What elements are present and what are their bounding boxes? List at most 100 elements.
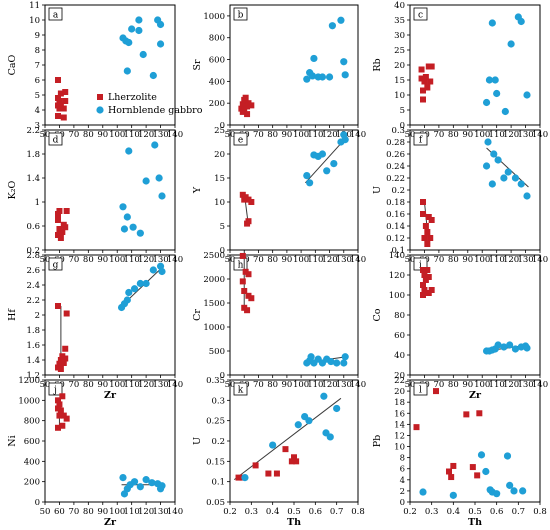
y-tick-label: 0.28 bbox=[386, 138, 405, 148]
x-tick-label: 0.5 bbox=[287, 507, 301, 517]
lherzolite-point bbox=[293, 458, 300, 465]
y-tick-label: 0.25 bbox=[206, 417, 225, 427]
gabbro-point bbox=[328, 22, 336, 30]
lherzolite-point bbox=[469, 464, 476, 471]
gabbro-point bbox=[488, 180, 496, 188]
panel-label-box bbox=[233, 132, 248, 146]
panel-label-box bbox=[413, 132, 428, 146]
x-tick-label: 100 bbox=[109, 507, 125, 517]
x-tick-label: 0.4 bbox=[447, 507, 461, 517]
x-axis-label: Th bbox=[468, 517, 482, 528]
gabbro-point bbox=[123, 296, 131, 304]
gabbro-point bbox=[490, 150, 498, 158]
lherzolite-point bbox=[420, 96, 426, 103]
lherzolite-point bbox=[239, 252, 246, 259]
x-tick-label: 80 bbox=[267, 255, 278, 265]
gabbro-point bbox=[510, 487, 518, 495]
lherzolite-point bbox=[425, 274, 432, 280]
y-tick-label: 20 bbox=[394, 371, 405, 381]
x-tick-label: 100 bbox=[109, 255, 125, 265]
y-axis-label: Sr bbox=[192, 59, 203, 71]
panel-label: i bbox=[419, 261, 422, 271]
y-tick-label: 200 bbox=[24, 478, 40, 488]
gabbro-point bbox=[449, 491, 457, 499]
gabbro-point bbox=[511, 345, 520, 353]
plot-frame bbox=[229, 254, 359, 376]
y-tick-label: 140 bbox=[389, 251, 405, 261]
x-tick-label: 100 bbox=[109, 130, 125, 140]
y-tick-label: 600 bbox=[209, 56, 225, 66]
x-tick-label: 0.8 bbox=[351, 507, 365, 517]
y-axis-label: Cr bbox=[192, 309, 203, 321]
lherzolite-point bbox=[421, 235, 428, 241]
gabbro-point bbox=[158, 192, 166, 200]
lherzolite-point bbox=[62, 98, 69, 104]
y-tick-label: 2 bbox=[35, 311, 40, 321]
gabbro-point bbox=[148, 479, 156, 487]
gabbro-point bbox=[500, 343, 508, 351]
gabbro-point bbox=[142, 279, 150, 288]
lherzolite-point bbox=[265, 470, 272, 477]
panel-label: d bbox=[53, 136, 59, 146]
panel-label: k bbox=[238, 386, 244, 396]
y-tick-label: 0 bbox=[400, 121, 405, 131]
x-tick-label: 110 bbox=[124, 130, 140, 140]
x-tick-label: 70 bbox=[68, 255, 79, 265]
x-tick-label: 120 bbox=[503, 130, 519, 140]
lherzolite-point bbox=[248, 199, 255, 205]
gabbro-point bbox=[482, 467, 490, 476]
y-tick-label: 2000 bbox=[203, 275, 225, 285]
lherzolite-point bbox=[413, 424, 420, 431]
gabbro-point bbox=[523, 91, 531, 99]
lherzolite-point bbox=[59, 422, 66, 429]
x-tick-label: 130 bbox=[152, 130, 168, 140]
gabbro-point bbox=[507, 40, 515, 48]
y-tick-label: 4 bbox=[400, 476, 405, 486]
lherzolite-point bbox=[63, 208, 70, 214]
y-tick-label: 600 bbox=[24, 437, 40, 447]
gabbro-point bbox=[125, 288, 133, 297]
lherzolite-point bbox=[282, 446, 289, 453]
y-axis-label: Co bbox=[372, 308, 383, 321]
lherzolite-point bbox=[55, 217, 61, 223]
y-tick-label: 8 bbox=[35, 46, 40, 56]
lherzolite-point bbox=[291, 454, 297, 461]
gabbro-point bbox=[125, 147, 133, 155]
x-tick-label: 110 bbox=[307, 255, 323, 265]
x-axis-label: Zr bbox=[104, 517, 117, 528]
y-tick-label: 0.12 bbox=[386, 234, 405, 244]
legend-gabbro-label: Hornblende gabbro bbox=[108, 105, 203, 116]
x-tick-label: 120 bbox=[138, 380, 154, 390]
lherzolite-point bbox=[244, 111, 251, 118]
gabbro-point bbox=[337, 16, 345, 24]
gabbro-point bbox=[506, 481, 514, 489]
y-tick-label: 200 bbox=[209, 99, 225, 109]
x-axis-label: Zr bbox=[469, 390, 482, 401]
x-tick-label: 70 bbox=[433, 255, 444, 265]
lherzolite-point bbox=[56, 401, 63, 408]
gabbro-point bbox=[488, 19, 496, 27]
panel-label: e bbox=[238, 136, 243, 146]
panel-label-box bbox=[48, 382, 63, 396]
panel-label: l bbox=[419, 386, 422, 396]
lherzolite-point bbox=[420, 267, 426, 273]
lherzolite-point bbox=[422, 223, 429, 229]
panel-b: 5060708090100110120130140020040060080010… bbox=[192, 4, 366, 140]
lherzolite-point bbox=[244, 103, 251, 110]
y-tick-label: 2.2 bbox=[26, 296, 40, 306]
x-tick-label: 110 bbox=[489, 130, 505, 140]
lherzolite-point bbox=[56, 412, 63, 419]
x-tick-label: 90 bbox=[97, 255, 108, 265]
x-tick-label: 0.7 bbox=[512, 507, 526, 517]
gabbro-point bbox=[303, 172, 311, 180]
gabbro-point bbox=[135, 16, 143, 24]
lherzolite-point bbox=[446, 468, 452, 475]
panel-label: g bbox=[53, 261, 59, 271]
x-tick-label: 130 bbox=[152, 255, 168, 265]
trend-line bbox=[233, 397, 342, 481]
y-tick-label: 0 bbox=[220, 121, 225, 131]
lherzolite-point bbox=[56, 360, 63, 367]
y-tick-label: 9 bbox=[35, 31, 40, 41]
y-axis-label: Pb bbox=[372, 435, 383, 447]
